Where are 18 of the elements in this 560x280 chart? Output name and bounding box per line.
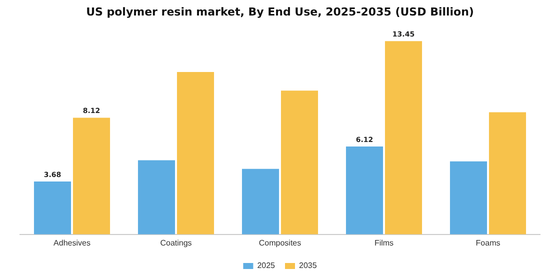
bar <box>72 118 110 234</box>
bar <box>384 41 422 234</box>
chart-title: US polymer resin market, By End Use, 2025-2035 (USD Billion) <box>86 5 474 18</box>
bar <box>346 146 384 234</box>
x-tick-label: Foams <box>476 238 500 248</box>
bar <box>242 168 280 234</box>
legend-label: 2035 <box>299 261 318 270</box>
bar <box>280 90 318 234</box>
bar <box>34 182 72 234</box>
x-tick-label: Adhesives <box>54 238 90 248</box>
legend-label: 2025 <box>257 261 276 270</box>
bar <box>450 161 488 234</box>
bar <box>138 160 176 234</box>
x-tick-label: Films <box>374 238 394 248</box>
x-tick-label: Coatings <box>160 238 192 248</box>
bar <box>176 72 214 234</box>
bar <box>488 112 526 234</box>
x-tick-label: Composites <box>258 238 302 248</box>
